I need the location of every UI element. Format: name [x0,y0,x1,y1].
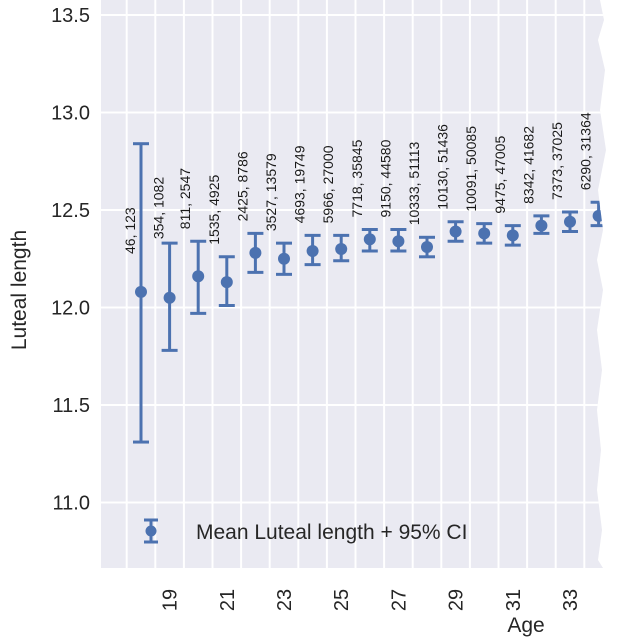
x-tick-label: 27 [388,589,410,611]
sample-count-annotation: 2425, 8786 [234,151,250,221]
sample-count-annotation: 46, 123 [122,207,138,254]
sample-count-annotation: 10130, 51436 [435,124,451,210]
sample-count-annotation: 8342, 41682 [520,126,536,204]
mean-point [220,276,233,289]
mean-point [335,243,348,255]
x-tick-label: 33 [560,589,582,611]
mean-point [306,244,319,257]
sample-count-annotation: 7373, 37025 [549,122,565,200]
mean-point [249,246,262,259]
legend: Mean Luteal length + 95% CI [144,518,467,544]
mean-point [478,227,491,240]
x-tick-label: 21 [217,589,239,611]
x-tick-label: 29 [446,589,468,611]
mean-point [163,291,176,304]
y-tick-label: 13.5 [51,5,90,27]
x-axis-label: Age [507,614,544,637]
error-bar-group [161,241,178,352]
legend-point [145,525,157,537]
mean-point [363,233,376,246]
y-axis-label: Luteal length [8,230,31,350]
mean-point [506,229,519,242]
y-tick-label: 11.5 [53,395,90,417]
mean-point [449,225,462,238]
mean-point [535,219,548,232]
sample-count-annotation: 811, 2547 [177,168,193,229]
error-bar-group [562,210,578,233]
mean-point [421,241,433,254]
error-bar-group [247,231,264,274]
error-bar-group [390,228,407,253]
error-bar-group [419,235,435,259]
y-tick-label: 12.0 [51,298,90,320]
mean-point [135,285,147,298]
y-axis-ticks: 11.0 11.5 12.0 12.5 13.0 13.5 [51,5,90,515]
mean-point [392,235,405,248]
legend-marker-icon [144,518,158,544]
sample-count-annotation: 354, 1082 [151,177,167,239]
sample-count-annotation: 6290, 31364 [578,112,594,190]
error-bar-group [276,241,292,276]
error-bar-group [533,214,550,235]
error-bar-group [333,233,350,263]
x-tick-label: 19 [160,589,182,611]
annotations: 46, 123 354, 1082 811, 2547 1535, 4925 2425,… [122,112,594,254]
sample-count-annotation: 10333, 51113 [406,142,422,226]
mean-point [192,270,205,283]
grid [101,0,606,568]
sample-count-annotation: 4693, 19749 [292,145,308,223]
error-bar-group [447,220,464,243]
x-tick-label: 25 [331,589,353,611]
error-bar-group [504,224,521,247]
y-tick-label: 12.5 [51,200,90,222]
error-bar-group [476,222,493,245]
error-bars [133,142,606,444]
sample-count-annotation: 1535, 4925 [206,175,222,245]
mean-point [592,209,605,222]
mean-point [278,252,290,265]
legend-label: Mean Luteal length + 95% CI [196,521,467,544]
sample-count-annotation: 3527, 13579 [263,153,279,231]
sample-count-annotation: 10091, 50085 [463,126,479,212]
y-tick-label: 13.0 [51,103,90,125]
error-bar-group [304,233,321,267]
error-bar-group [190,239,207,315]
x-tick-label: 23 [274,589,296,611]
error-bar-group [361,228,378,253]
x-axis-ticks: 19 21 23 25 27 29 31 33 [160,589,582,611]
sample-count-annotation: 9475, 47005 [492,136,508,214]
plot-background [101,0,606,568]
error-bar-group [133,142,149,444]
error-bar-group [218,255,235,308]
sample-count-annotation: 5966, 27000 [320,145,336,223]
y-tick-label: 11.0 [53,493,90,515]
sample-count-annotation: 9150, 44580 [377,139,393,217]
mean-point [564,215,576,228]
plot-area: 46, 123 354, 1082 811, 2547 1535, 4925 2425,… [101,0,606,568]
sample-count-annotation: 7718, 35845 [349,139,365,217]
x-tick-label: 31 [503,589,525,611]
